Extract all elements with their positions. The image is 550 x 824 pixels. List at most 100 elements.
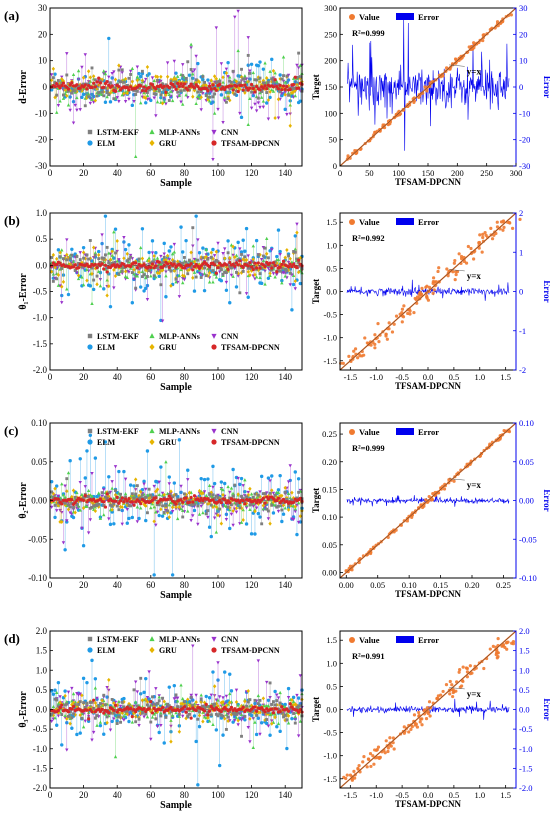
point <box>233 262 237 266</box>
point <box>189 519 193 523</box>
point <box>206 78 210 82</box>
point <box>209 534 213 539</box>
point <box>164 102 168 106</box>
point <box>251 257 255 262</box>
point <box>271 265 275 269</box>
point <box>258 60 262 64</box>
legend-label-tfsam-dpcnn: TFSAM-DPCNN <box>221 343 280 352</box>
point <box>128 266 133 270</box>
point <box>239 250 244 254</box>
point <box>253 266 257 270</box>
point <box>226 484 230 489</box>
point <box>70 91 74 95</box>
point <box>174 87 178 91</box>
x-tick-label: 1.5 <box>500 372 511 382</box>
point <box>68 108 72 113</box>
point <box>234 510 239 514</box>
point <box>165 61 170 65</box>
point <box>55 277 59 281</box>
x-tick-label: 140 <box>278 168 292 178</box>
point <box>400 307 405 311</box>
point <box>501 228 505 232</box>
point <box>90 494 94 498</box>
y-tick-label: 50 <box>329 135 338 145</box>
point <box>93 85 97 89</box>
point <box>196 61 200 66</box>
point <box>295 503 299 507</box>
point <box>214 249 219 254</box>
point <box>123 269 128 274</box>
point <box>244 257 249 262</box>
point <box>212 481 217 486</box>
point <box>246 264 250 268</box>
point <box>288 464 292 468</box>
point <box>77 261 81 265</box>
point <box>170 98 175 103</box>
point <box>298 63 303 67</box>
point <box>244 226 249 231</box>
legend-label-tfsam-dpcnn: TFSAM-DPCNN <box>221 139 280 148</box>
point <box>234 84 239 88</box>
point <box>78 258 82 262</box>
point <box>436 269 440 274</box>
point <box>196 522 200 527</box>
point <box>102 267 106 271</box>
point <box>199 504 203 508</box>
point <box>85 449 89 453</box>
point <box>83 53 87 57</box>
point <box>142 263 146 267</box>
point <box>197 512 202 516</box>
point <box>373 346 377 350</box>
regression-panel-3: -1.5 -1.0 -0.5 0.0 0.5 1.0 1.5 -1.5 -1.0 -0.5 0.0 0… <box>311 208 550 391</box>
point <box>273 263 277 268</box>
point <box>181 74 185 77</box>
point <box>98 79 102 83</box>
point <box>293 510 297 514</box>
point <box>135 89 139 93</box>
point <box>236 9 240 14</box>
point <box>177 438 182 442</box>
point <box>278 269 282 273</box>
point <box>275 85 279 89</box>
point <box>102 256 106 260</box>
point <box>135 75 140 79</box>
series-tfsam-dpcnn <box>50 258 304 275</box>
point <box>253 261 257 265</box>
point <box>238 482 242 487</box>
point <box>110 480 114 484</box>
point <box>209 90 213 94</box>
point <box>216 241 220 245</box>
x-tick-label: 120 <box>245 168 259 178</box>
x-tick-label: 100 <box>211 168 225 178</box>
y2-tick-label: 20 <box>519 29 528 39</box>
point <box>100 256 104 260</box>
y2-tick-label: -20 <box>519 135 530 145</box>
point <box>235 89 238 93</box>
point <box>214 271 218 275</box>
point <box>258 105 262 110</box>
point <box>199 95 203 100</box>
point <box>120 68 124 72</box>
point <box>182 256 186 259</box>
point <box>134 93 138 96</box>
point <box>228 75 232 79</box>
point <box>248 507 252 512</box>
point <box>155 74 160 79</box>
point <box>288 256 292 261</box>
point <box>297 51 301 55</box>
point <box>244 86 249 90</box>
point <box>81 544 86 548</box>
point <box>229 84 234 88</box>
point <box>194 214 198 218</box>
point <box>92 81 96 85</box>
point <box>207 270 212 275</box>
point <box>219 93 224 97</box>
point <box>233 255 237 260</box>
point <box>78 108 82 112</box>
point <box>125 84 129 87</box>
point <box>154 74 158 79</box>
point <box>191 268 195 272</box>
point <box>223 503 227 508</box>
point <box>258 515 262 519</box>
point <box>93 251 98 255</box>
